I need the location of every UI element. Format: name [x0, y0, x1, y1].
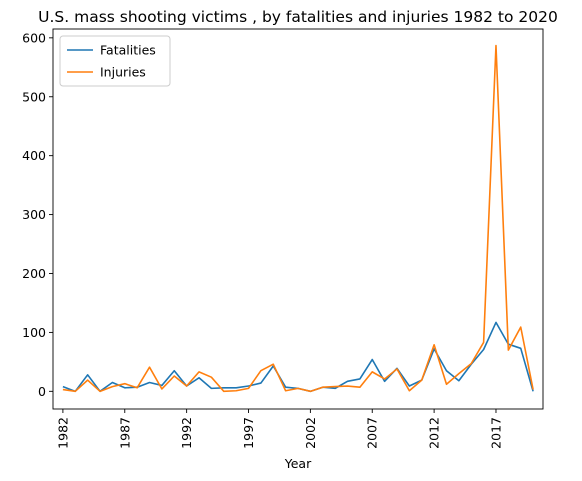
legend: Fatalities Injuries [59, 35, 171, 87]
y-tick-label: 300 [22, 207, 46, 222]
x-axis: 1982 1987 1992 1997 2002 2007 2012 2017 [55, 409, 503, 449]
x-tick-label: 1992 [179, 417, 194, 449]
x-axis-label: Year [284, 456, 312, 471]
plot-lines [62, 44, 534, 393]
y-tick-label: 400 [22, 148, 46, 163]
legend-box [59, 35, 171, 87]
series-line-fatalities [62, 321, 534, 393]
x-tick-label: 2017 [488, 417, 503, 449]
plot-frame [52, 28, 544, 410]
legend-label-injuries: Injuries [100, 65, 146, 80]
x-tick-label: 2012 [427, 417, 442, 449]
x-tick-label: 2002 [303, 417, 318, 449]
y-tick-label: 200 [22, 266, 46, 281]
y-tick-label: 0 [38, 384, 46, 399]
y-tick-label: 500 [22, 89, 46, 104]
y-tick-label: 600 [22, 30, 46, 45]
y-tick-label: 100 [22, 325, 46, 340]
legend-label-fatalities: Fatalities [100, 43, 156, 58]
x-tick-label: 2007 [365, 417, 380, 449]
x-tick-label: 1982 [55, 417, 70, 449]
series-line-injuries [62, 44, 534, 393]
chart-title: U.S. mass shooting victims , by fataliti… [38, 8, 558, 26]
y-axis: 0 100 200 300 400 500 600 [22, 30, 53, 399]
x-tick-label: 1997 [241, 417, 256, 449]
x-tick-label: 1987 [117, 417, 132, 449]
